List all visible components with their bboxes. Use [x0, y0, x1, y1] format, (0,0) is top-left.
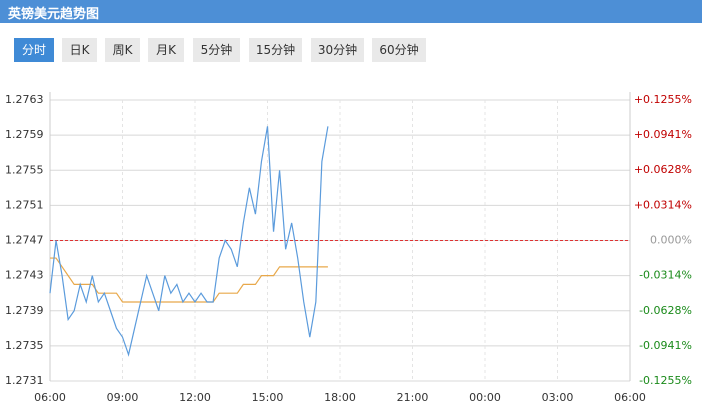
tab[interactable]: 15分钟 — [249, 38, 302, 62]
x-tick-label: 18:00 — [324, 391, 356, 404]
tab[interactable]: 30分钟 — [311, 38, 364, 62]
x-tick-label: 06:00 — [614, 391, 646, 404]
x-tick-label: 03:00 — [542, 391, 574, 404]
tab[interactable]: 周K — [105, 38, 140, 62]
price-line — [50, 257, 328, 303]
y-tick-label: 1.2751 — [5, 198, 44, 211]
x-tick-label: 21:00 — [397, 391, 429, 404]
y-tick-label: 1.2743 — [5, 269, 44, 282]
y-tick-label: 1.2747 — [5, 234, 44, 247]
y-tick-label: 1.2739 — [5, 304, 44, 317]
tab[interactable]: 60分钟 — [372, 38, 426, 62]
tab[interactable]: 5分钟 — [193, 38, 240, 62]
x-tick-label: 09:00 — [107, 391, 139, 404]
y2-tick-label: -0.0628% — [639, 304, 692, 317]
y2-tick-label: 0.000% — [650, 234, 692, 247]
y2-tick-label: -0.0941% — [639, 339, 692, 352]
y2-tick-label: +0.0314% — [634, 198, 692, 211]
y-tick-label: 1.2759 — [5, 128, 44, 141]
header-title: 英镑美元趋势图 — [8, 7, 100, 22]
y2-tick-label: +0.1255% — [634, 93, 692, 106]
x-tick-label: 15:00 — [252, 391, 284, 404]
price-line — [49, 126, 329, 357]
y2-tick-label: +0.0941% — [634, 128, 692, 141]
y2-tick-label: -0.0314% — [639, 269, 692, 282]
x-tick-label: 06:00 — [34, 391, 66, 404]
tab[interactable]: 日K — [62, 38, 97, 62]
x-tick-label: 00:00 — [469, 391, 501, 404]
y-tick-label: 1.2755 — [5, 163, 44, 176]
y2-tick-label: +0.0628% — [634, 163, 692, 176]
y-tick-label: 1.2763 — [5, 93, 44, 106]
tab[interactable]: 月K — [148, 38, 184, 62]
y2-tick-label: -0.1255% — [639, 374, 692, 387]
tab[interactable]: 分时 — [14, 38, 54, 62]
x-tick-label: 12:00 — [179, 391, 211, 404]
y-tick-label: 1.2731 — [5, 374, 44, 387]
y-tick-label: 1.2735 — [5, 339, 44, 352]
header: 英镑美元趋势图 — [0, 0, 702, 23]
